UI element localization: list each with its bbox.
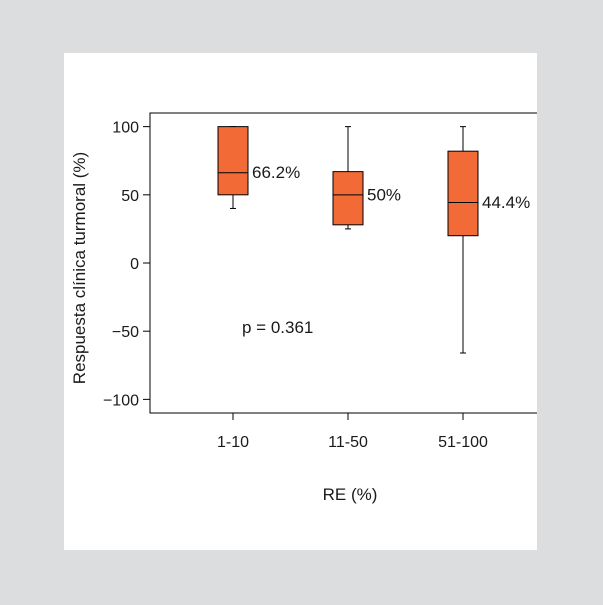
box-51-100: 44.4% bbox=[447, 126, 530, 354]
y-tick-label: 100 bbox=[112, 120, 139, 137]
median-label: 50% bbox=[367, 185, 401, 204]
y-axis: 100 50 0 −50 −100 bbox=[103, 120, 150, 409]
x-tick-label: 11-50 bbox=[328, 434, 368, 451]
y-tick-label: 0 bbox=[130, 256, 139, 273]
y-tick-label: −50 bbox=[112, 324, 139, 341]
p-value-annotation: p = 0.361 bbox=[242, 318, 313, 337]
median-label: 66.2% bbox=[252, 163, 300, 182]
x-axis: 1-10 11-50 51-100 bbox=[217, 413, 488, 451]
boxes: 66.2% 50% 44.4% bbox=[217, 126, 530, 354]
chart-card: 100 50 0 −50 −100 1-10 11-50 51-100 66.2% 50% 44… bbox=[64, 53, 537, 550]
box-1-10: 66.2% bbox=[217, 126, 300, 209]
plot-frame bbox=[149, 112, 537, 414]
y-tick-label: −100 bbox=[103, 392, 139, 409]
y-axis-label: Respuesta clínica turmoral (%) bbox=[70, 152, 89, 384]
x-axis-label: RE (%) bbox=[323, 485, 378, 504]
box-body bbox=[447, 150, 479, 237]
x-tick-label: 51-100 bbox=[438, 434, 488, 451]
box-11-50: 50% bbox=[332, 126, 401, 230]
box-plot-chart: 100 50 0 −50 −100 1-10 11-50 51-100 66.2% 50% 44… bbox=[70, 112, 537, 504]
y-tick-label: 50 bbox=[121, 188, 139, 205]
median-label: 44.4% bbox=[482, 193, 530, 212]
x-tick-label: 1-10 bbox=[217, 434, 249, 451]
box-body bbox=[332, 171, 364, 226]
box-body bbox=[217, 126, 249, 196]
